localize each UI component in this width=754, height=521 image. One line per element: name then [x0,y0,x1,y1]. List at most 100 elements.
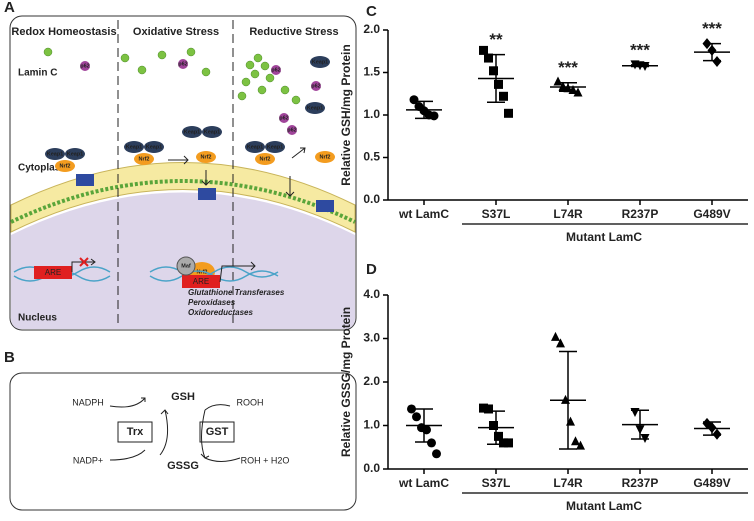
arrows [168,147,306,197]
keap1-label: Keap1 [47,151,64,157]
y-tick-label: 1.5 [363,65,380,79]
reaction-arrows [109,397,241,462]
point [407,404,416,414]
y-tick-label: 3.0 [363,331,380,345]
lamin-c-icons [43,47,301,105]
arrow [219,261,256,283]
keap1-label: Keap1 [247,144,264,150]
point [553,76,563,86]
keap1-label: Keap1 [126,144,143,150]
point [571,436,580,446]
label: ROOH [237,397,264,407]
gene-label: Oxidoreductases [188,308,253,317]
point [558,81,568,91]
point [573,87,583,97]
y-tick-label: 0.0 [363,461,380,475]
significance: *** [702,19,722,38]
label: Lamin C [18,68,57,79]
panel-letter: A [4,0,15,16]
channel [316,200,334,212]
gene-label: Glutathione Transferases [188,288,285,297]
point [494,79,503,89]
x-tick-label: G489V [693,476,730,490]
x-tick-label: wt LamC [398,476,449,490]
y-tick-label: 0.5 [363,150,380,164]
p62-label: p62 [287,127,296,133]
label: NADP+ [73,455,103,465]
column-title: Reductive Stress [249,26,338,38]
point [504,108,513,118]
point [432,449,441,459]
y-axis-title: Relative GSSG/mg Protein [339,307,353,457]
point [556,338,565,348]
point [712,428,722,440]
significance: *** [558,58,578,77]
panel-letter: C [366,3,377,20]
group-label: Mutant LamC [566,499,642,513]
point [499,438,508,448]
x-tick-label: G489V [693,207,730,221]
point [412,412,421,422]
column-title: Oxidative Stress [133,26,219,38]
block-mark [79,257,89,267]
are-box [182,275,220,288]
x-tick-label: R237P [622,207,659,221]
panel-letter: D [366,261,377,278]
significance: ** [489,30,503,49]
panel-b-frame [9,372,357,511]
keap1-icons: Keap1 Keap1 Keap1 Keap1 Keap1 Keap1 Keap… [45,56,330,160]
keap1-label: Keap1 [204,129,221,135]
keap1-label: Keap1 [184,129,201,135]
nrf2-label: Nrf2 [138,156,149,162]
keap1-label: Keap1 [312,59,329,65]
group-label: Mutant LamC [566,230,642,244]
label: Cytoplasm [18,163,69,174]
y-tick-label: 0.0 [363,192,380,206]
point [489,66,498,76]
maf-label: Maf [181,263,191,269]
p62-icons: p62 p62 p62 p62 p62 p62 [80,59,321,135]
y-tick-label: 2.0 [363,22,380,36]
channel [198,188,216,200]
nrf2-label: Nrf2 [259,156,270,162]
x-tick-label: S37L [482,207,511,221]
nrf2-label: Nrf2 [59,163,70,169]
nrf2-label: Nrf2 [319,154,330,160]
nrf2-icons: Nrf2 Nrf2 Nrf2 Nrf2 Nrf2 Nrf2 [55,151,335,282]
x-tick-label: R237P [622,476,659,490]
label: GST [206,426,229,438]
significance: *** [630,40,650,59]
point [712,55,722,67]
p62-label: p62 [80,63,89,69]
column-title: Redox Homeostasis [11,26,116,38]
label: Trx [127,426,144,438]
x-tick-label: L74R [553,476,583,490]
keap1-label: Keap1 [267,144,284,150]
point [504,438,513,448]
x-tick-label: S37L [482,476,511,490]
point [427,438,436,448]
are-box [34,266,72,279]
point [484,53,493,63]
point [489,421,498,430]
point [494,431,503,441]
channel [76,174,94,186]
label: GSSG [167,460,199,472]
keap1-label: Keap1 [146,144,163,150]
label: NADPH [72,397,104,407]
point [479,45,488,55]
y-tick-label: 1.0 [363,107,380,121]
membrane [10,162,356,233]
p62-label: p62 [178,61,187,67]
point [499,91,508,101]
arrow [71,258,96,272]
p62-label: p62 [271,67,280,73]
y-tick-label: 2.0 [363,374,380,388]
are-label: ARE [193,277,209,286]
p62-label: p62 [311,83,320,89]
y-tick-label: 4.0 [363,287,380,301]
point [479,403,488,413]
y-axis-title: Relative GSH/mg Protein [339,44,353,185]
point [630,407,640,417]
